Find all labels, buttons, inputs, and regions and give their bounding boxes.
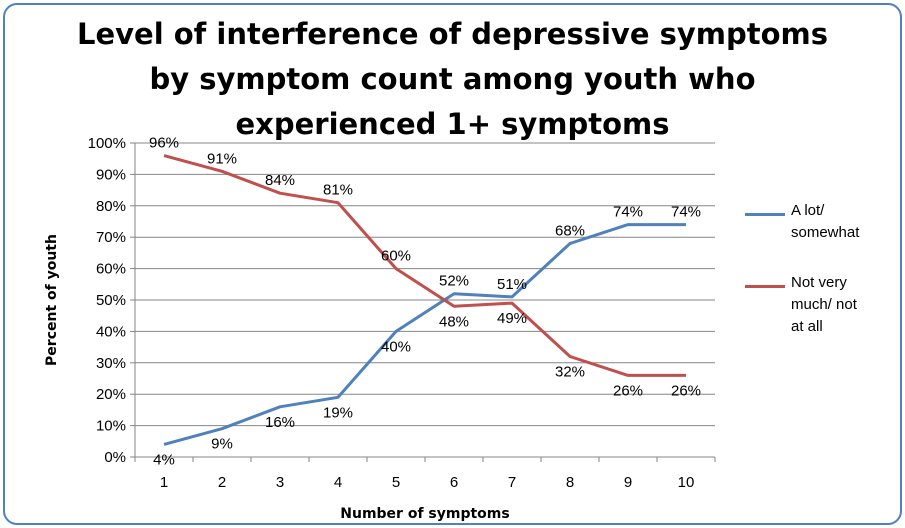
y-tick-label: 50% (96, 292, 126, 309)
y-tick-label: 0% (104, 449, 126, 466)
y-tick-label: 60% (96, 261, 126, 278)
data-label-a-lot-somewhat: 68% (555, 222, 585, 239)
legend-label-not-very-much: Not very much/ not at all (791, 272, 886, 338)
y-axis-ticks: 0% 10% 20% 30% 40% 50% 60% 70% 80% 90% 100% (88, 135, 135, 466)
data-label-a-lot-somewhat: 74% (613, 204, 643, 221)
x-tick-label: 3 (276, 474, 284, 491)
data-labels: 4% 9% 16% 19% 40% 52% 51% 68% 74% 74% 96% 91% 84% 81%… (149, 135, 701, 469)
x-tick-label: 5 (392, 474, 400, 491)
y-tick-label: 10% (96, 418, 126, 435)
y-tick-label: 40% (96, 323, 126, 340)
x-axis-title: Number of symptoms (340, 506, 509, 522)
y-tick-label: 100% (88, 135, 126, 152)
legend-label-line: at all (791, 318, 823, 335)
legend-label-a-lot-somewhat: A lot/ somewhat (791, 200, 886, 244)
data-label-not-very-much: 84% (265, 172, 295, 189)
data-label-not-very-much: 60% (381, 248, 411, 265)
chart-title-line-3: experienced 1+ symptoms (235, 107, 670, 141)
legend-item-not-very-much: Not very much/ not at all (745, 272, 895, 335)
x-tick-label: 7 (508, 474, 516, 491)
data-label-a-lot-somewhat: 51% (497, 276, 527, 293)
chart-title-line-1: Level of interference of depressive symp… (77, 17, 828, 51)
series-lines (163, 154, 686, 446)
x-tick-label: 2 (218, 474, 226, 491)
y-tick-label: 90% (96, 166, 126, 183)
data-label-a-lot-somewhat: 19% (323, 404, 353, 421)
data-label-a-lot-somewhat: 74% (671, 204, 701, 221)
chart-title-line-2: by symptom count among youth who (149, 62, 756, 96)
legend-label-line: somewhat (791, 224, 860, 241)
legend-label-line: Not very (791, 274, 847, 291)
legend-swatch-a-lot-somewhat (745, 213, 785, 216)
legend: A lot/ somewhat Not very much/ not at al… (745, 200, 895, 344)
x-axis-ticks: 1 2 3 4 5 6 7 8 9 10 (134, 457, 716, 491)
y-tick-label: 30% (96, 355, 126, 372)
y-axis-title: Percent of youth (44, 234, 60, 366)
x-tick-label: 9 (624, 474, 632, 491)
legend-item-a-lot-somewhat: A lot/ somewhat (745, 200, 895, 260)
series-line-a-lot-somewhat (163, 223, 686, 446)
legend-swatch-not-very-much (745, 285, 785, 288)
data-label-not-very-much: 96% (149, 135, 179, 152)
y-tick-label: 70% (96, 229, 126, 246)
legend-label-line: much/ not (791, 296, 857, 313)
data-label-not-very-much: 32% (555, 364, 585, 381)
x-tick-label: 4 (334, 474, 342, 491)
data-label-not-very-much: 48% (439, 313, 469, 330)
legend-label-line: A lot/ (791, 202, 825, 219)
x-tick-label: 10 (678, 474, 695, 491)
data-label-not-very-much: 26% (671, 382, 701, 399)
data-label-a-lot-somewhat: 9% (211, 436, 233, 453)
chart-title: Level of interference of depressive symp… (0, 12, 905, 147)
x-tick-label: 8 (566, 474, 574, 491)
data-label-a-lot-somewhat: 40% (381, 338, 411, 355)
data-label-not-very-much: 26% (613, 382, 643, 399)
y-tick-label: 20% (96, 386, 126, 403)
data-label-not-very-much: 81% (323, 182, 353, 199)
x-tick-label: 6 (450, 474, 458, 491)
data-label-a-lot-somewhat: 52% (439, 273, 469, 290)
data-label-a-lot-somewhat: 4% (153, 451, 175, 468)
chart-frame (3, 3, 902, 525)
data-label-not-very-much: 91% (207, 150, 237, 167)
series-line-not-very-much (163, 154, 686, 377)
y-tick-label: 80% (96, 198, 126, 215)
x-tick-label: 1 (160, 474, 168, 491)
data-label-not-very-much: 49% (497, 310, 527, 327)
data-label-a-lot-somewhat: 16% (265, 414, 295, 431)
